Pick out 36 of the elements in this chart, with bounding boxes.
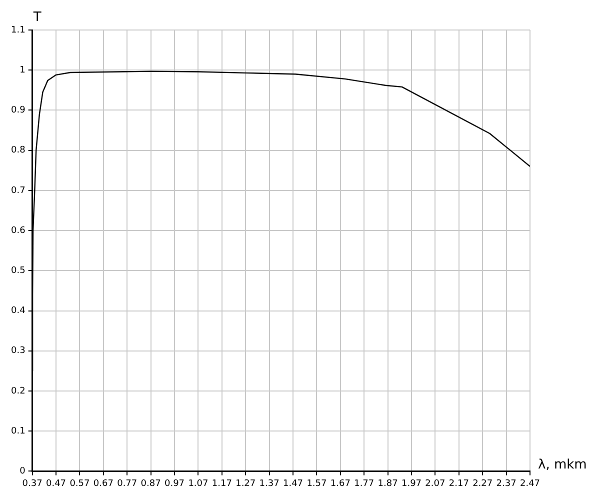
x-tick-label: 2.47 [520, 478, 540, 489]
x-tick-label: 1.37 [259, 478, 280, 489]
y-tick-label: 0.1 [10, 426, 26, 436]
x-tick-label: 0.97 [164, 478, 185, 489]
y-tick-label: 0.9 [10, 106, 26, 116]
x-tick-label: 0.57 [70, 478, 90, 489]
y-tick-label: 0.8 [10, 146, 26, 156]
y-tick-label: 0.4 [10, 306, 26, 316]
x-tick-label: 1.77 [354, 478, 374, 489]
x-tick-label: 0.87 [140, 478, 161, 489]
y-axis-title: T [32, 10, 42, 25]
x-tick-label: 2.07 [425, 478, 446, 489]
x-tick-label: 1.97 [401, 478, 422, 489]
x-tick-label: 2.17 [448, 478, 469, 489]
y-tick-label: 1.1 [10, 25, 26, 36]
x-tick-label: 1.17 [212, 478, 232, 489]
y-tick-label: 0.2 [10, 386, 26, 396]
y-tick-label: 0.5 [10, 266, 26, 276]
y-tick-label: 0.6 [10, 226, 26, 236]
x-tick-label: 1.27 [236, 478, 256, 489]
y-tick-label: 0.3 [10, 346, 26, 356]
x-tick-label: 1.87 [378, 478, 398, 489]
x-tick-label: 0.37 [22, 478, 42, 489]
x-tick-label: 2.37 [496, 478, 516, 489]
x-tick-label: 1.67 [330, 478, 350, 489]
x-tick-label: 1.57 [306, 478, 327, 489]
x-tick-label: 0.77 [117, 478, 138, 489]
y-tick-label: 0 [20, 466, 26, 477]
x-tick-label: 0.47 [46, 478, 66, 489]
x-tick-label: 0.67 [93, 478, 114, 489]
x-axis-title: λ, mkm [538, 458, 587, 473]
x-tick-label: 1.07 [188, 478, 208, 489]
x-tick-label: 2.27 [472, 478, 493, 489]
y-tick-label: 0.7 [10, 186, 26, 196]
y-tick-label: 1 [20, 65, 26, 76]
x-tick-label: 1.47 [282, 478, 304, 489]
